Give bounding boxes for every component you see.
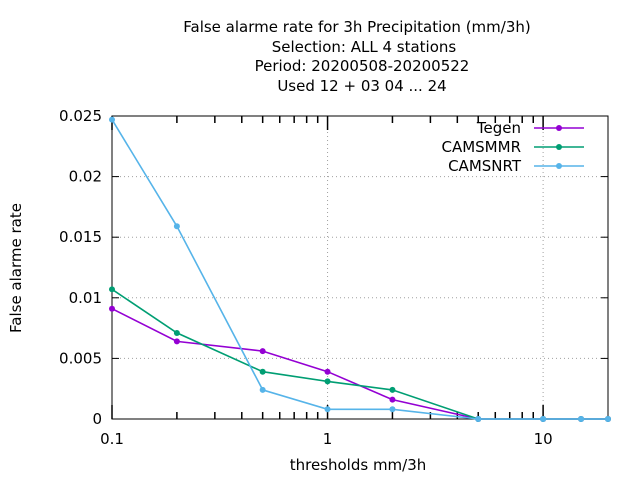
y-tick-label: 0.01 [69, 289, 102, 307]
axis-ticks [111, 115, 608, 420]
legend-item-camsmmr: CAMSMMR [441, 138, 584, 156]
chart-title-line-1: False alarme rate for 3h Precipitation (… [183, 18, 531, 36]
data-point [389, 406, 396, 413]
x-tick-label: 10 [534, 430, 553, 448]
data-point [475, 416, 482, 422]
data-point [540, 416, 547, 422]
data-point [389, 386, 396, 393]
data-point [324, 368, 331, 375]
data-point [109, 286, 115, 293]
data-point [605, 416, 611, 422]
chart-title-line-4: Used 12 + 03 04 ... 24 [277, 77, 446, 95]
series-camsnrt [109, 116, 611, 422]
data-point [109, 305, 115, 312]
series-line [111, 288, 608, 420]
legend-swatch-point [556, 125, 562, 131]
data-point [389, 396, 396, 403]
data-point [324, 378, 331, 385]
data-point [173, 223, 180, 230]
data-point [259, 368, 266, 375]
tick-labels: 0 0.005 0.01 0.015 0.02 0.025 0.1 1 10 [59, 107, 553, 448]
legend-swatch-point [556, 144, 562, 150]
data-point [109, 116, 115, 123]
grid [112, 116, 608, 419]
plot-frame [111, 115, 609, 420]
y-tick-label: 0.005 [59, 349, 102, 367]
chart-title: False alarme rate for 3h Precipitation (… [183, 18, 531, 95]
data-point [259, 348, 266, 355]
series-line [111, 307, 608, 420]
chart-title-line-2: Selection: ALL 4 stations [272, 38, 457, 56]
series-camsmmr [109, 286, 611, 422]
chart-title-line-3: Period: 20200508-20200522 [255, 57, 470, 75]
legend-swatch-point [556, 163, 562, 169]
x-tick-label: 1 [323, 430, 333, 448]
series-layer [109, 116, 611, 422]
legend-item-tegen: Tegen [476, 119, 584, 137]
x-tick-label: 0.1 [100, 430, 124, 448]
data-point [173, 329, 180, 336]
x-axis-label: thresholds mm/3h [290, 456, 427, 474]
y-tick-label: 0.02 [69, 168, 102, 186]
series-line [111, 119, 608, 420]
legend-label: CAMSNRT [448, 157, 522, 175]
data-point [259, 386, 266, 393]
data-point [324, 406, 331, 413]
y-axis-label: False alarme rate [7, 203, 25, 333]
y-tick-label: 0.015 [59, 228, 102, 246]
legend-label: CAMSMMR [441, 138, 521, 156]
data-point [173, 338, 180, 345]
series-tegen [109, 305, 611, 422]
data-point [578, 416, 585, 422]
legend-label: Tegen [476, 119, 521, 137]
y-tick-label: 0.025 [59, 107, 102, 125]
y-tick-label: 0 [92, 410, 102, 428]
legend-item-camsnrt: CAMSNRT [448, 157, 584, 175]
